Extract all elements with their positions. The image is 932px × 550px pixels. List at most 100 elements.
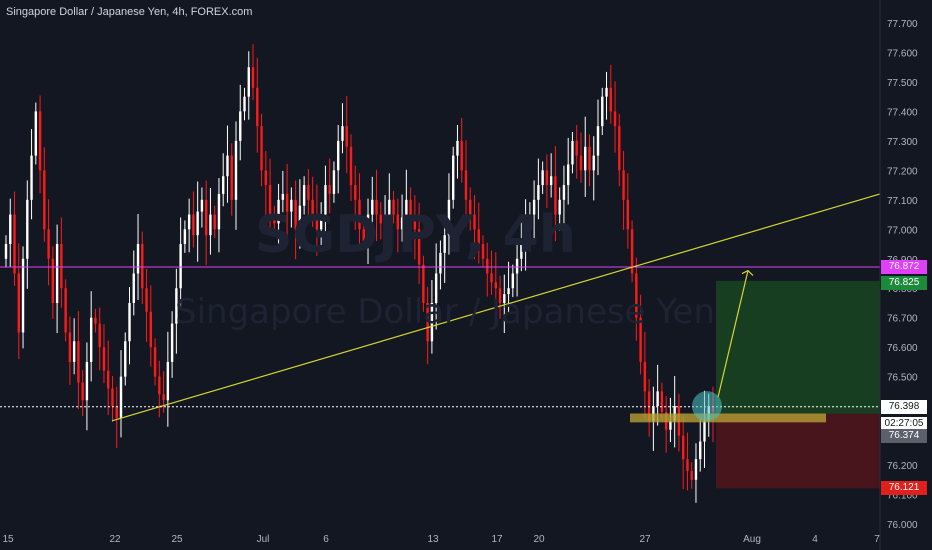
candle-body[interactable] xyxy=(222,176,225,194)
candle-body[interactable] xyxy=(213,214,216,230)
candle-body[interactable] xyxy=(85,361,89,401)
candle-body[interactable] xyxy=(94,317,97,324)
candle-body[interactable] xyxy=(647,391,651,421)
candle-body[interactable] xyxy=(362,229,365,242)
candle-body[interactable] xyxy=(460,140,463,171)
candle-body[interactable] xyxy=(558,199,561,215)
candle-body[interactable] xyxy=(379,214,382,224)
candle-body[interactable] xyxy=(281,193,285,200)
candle-body[interactable] xyxy=(690,470,693,480)
candle-body[interactable] xyxy=(179,244,182,289)
candle-body[interactable] xyxy=(545,170,549,186)
candle-body[interactable] xyxy=(141,244,144,289)
candle-body[interactable] xyxy=(349,146,353,186)
candle-body[interactable] xyxy=(541,170,544,186)
candle-body[interactable] xyxy=(498,288,502,303)
candle-body[interactable] xyxy=(47,229,50,259)
candle-body[interactable] xyxy=(111,388,114,407)
candle-body[interactable] xyxy=(383,214,387,224)
candle-body[interactable] xyxy=(26,199,29,259)
candle-body[interactable] xyxy=(486,258,489,274)
candle-body[interactable] xyxy=(119,376,123,418)
candle-body[interactable] xyxy=(332,170,336,194)
candle-body[interactable] xyxy=(307,185,310,200)
candle-body[interactable] xyxy=(681,435,685,460)
ascending-trendline[interactable] xyxy=(111,193,881,422)
candle-body[interactable] xyxy=(81,382,84,401)
candle-body[interactable] xyxy=(643,361,647,392)
candle-body[interactable] xyxy=(375,199,378,215)
candle-body[interactable] xyxy=(371,199,374,215)
candle-body[interactable] xyxy=(388,199,391,215)
candle-body[interactable] xyxy=(694,459,698,480)
candle-body[interactable] xyxy=(77,341,80,383)
candle-body[interactable] xyxy=(132,273,135,303)
candle-body[interactable] xyxy=(699,441,702,460)
candle-body[interactable] xyxy=(217,193,221,230)
candle-body[interactable] xyxy=(549,176,553,186)
candle-body[interactable] xyxy=(596,126,600,156)
candle-body[interactable] xyxy=(413,214,417,230)
candle-body[interactable] xyxy=(592,155,595,171)
candle-body[interactable] xyxy=(128,302,131,342)
candle-body[interactable] xyxy=(166,361,170,401)
candle-body[interactable] xyxy=(703,420,706,442)
candle-body[interactable] xyxy=(9,214,12,245)
candle-body[interactable] xyxy=(107,370,110,389)
candle-body[interactable] xyxy=(605,87,608,97)
candle-body[interactable] xyxy=(579,155,583,171)
candle-body[interactable] xyxy=(21,258,25,333)
candle-body[interactable] xyxy=(51,258,55,303)
candle-body[interactable] xyxy=(635,273,638,318)
candle-body[interactable] xyxy=(464,170,468,200)
profit-target-zone[interactable] xyxy=(716,280,880,414)
candle-body[interactable] xyxy=(30,155,33,200)
candle-body[interactable] xyxy=(273,214,276,224)
candle-body[interactable] xyxy=(285,193,289,212)
candle-body[interactable] xyxy=(145,288,148,312)
candle-body[interactable] xyxy=(149,311,153,348)
candle-body[interactable] xyxy=(328,185,331,194)
candle-body[interactable] xyxy=(613,111,617,127)
candle-body[interactable] xyxy=(660,391,664,413)
candle-body[interactable] xyxy=(447,199,451,236)
candle-body[interactable] xyxy=(17,273,20,333)
candle-body[interactable] xyxy=(298,205,302,230)
candle-body[interactable] xyxy=(392,199,395,215)
candle-body[interactable] xyxy=(405,199,408,218)
candle-body[interactable] xyxy=(639,317,642,362)
candle-body[interactable] xyxy=(98,323,101,348)
candle-body[interactable] xyxy=(311,199,314,215)
candle-body[interactable] xyxy=(630,229,634,274)
candle-body[interactable] xyxy=(64,288,67,333)
candle-body[interactable] xyxy=(264,170,268,186)
candle-body[interactable] xyxy=(524,229,527,245)
candle-body[interactable] xyxy=(366,214,370,242)
candle-body[interactable] xyxy=(243,96,246,112)
candle-body[interactable] xyxy=(209,214,212,236)
candle-body[interactable] xyxy=(422,264,425,303)
candle-body[interactable] xyxy=(669,420,672,430)
candle-body[interactable] xyxy=(315,214,319,230)
candle-body[interactable] xyxy=(434,273,438,303)
candle-body[interactable] xyxy=(268,185,272,215)
candle-body[interactable] xyxy=(175,288,178,324)
candle-body[interactable] xyxy=(60,244,63,289)
candle-body[interactable] xyxy=(345,126,348,147)
candle-body[interactable] xyxy=(256,87,259,127)
candle-body[interactable] xyxy=(162,394,165,401)
candle-body[interactable] xyxy=(537,185,540,200)
candle-body[interactable] xyxy=(503,294,506,303)
candle-body[interactable] xyxy=(511,273,515,289)
candle-body[interactable] xyxy=(239,111,242,141)
candle-body[interactable] xyxy=(319,214,323,230)
candle-body[interactable] xyxy=(473,214,476,230)
candle-body[interactable] xyxy=(686,459,689,471)
candle-body[interactable] xyxy=(622,170,625,200)
candle-body[interactable] xyxy=(230,155,233,200)
candle-body[interactable] xyxy=(34,111,38,156)
candle-body[interactable] xyxy=(43,170,46,230)
candle-body[interactable] xyxy=(358,199,361,230)
candle-body[interactable] xyxy=(396,214,400,230)
candle-body[interactable] xyxy=(532,199,536,215)
